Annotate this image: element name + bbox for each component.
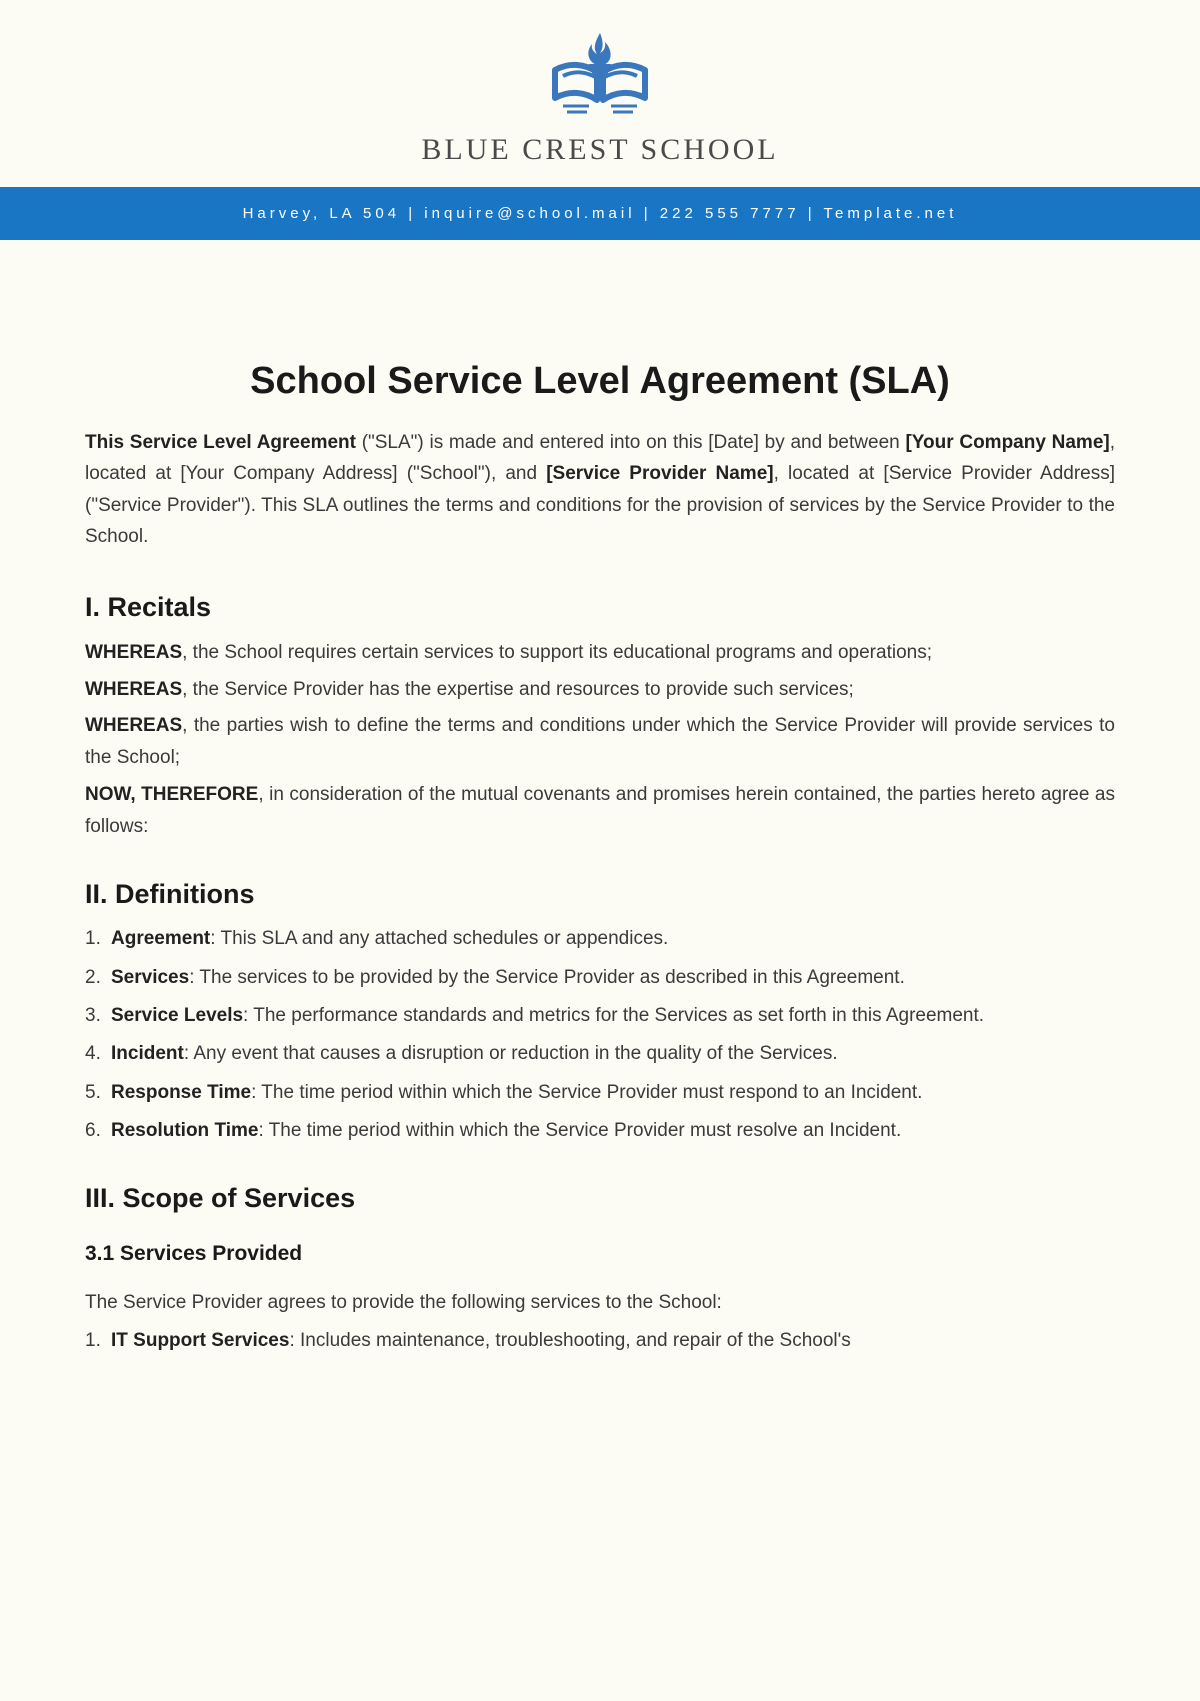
section-scope-heading: III. Scope of Services <box>85 1183 1115 1214</box>
definition-term: Response Time <box>111 1082 251 1103</box>
definition-text: : The time period within which the Servi… <box>251 1082 922 1103</box>
definitions-list: Agreement: This SLA and any attached sch… <box>85 924 1115 1146</box>
definition-term: Resolution Time <box>111 1120 258 1141</box>
contact-line: Harvey, LA 504 | inquire@school.mail | 2… <box>243 205 958 222</box>
definition-text: : This SLA and any attached schedules or… <box>210 928 668 949</box>
definition-text: : The services to be provided by the Ser… <box>189 967 905 988</box>
recital-bold: WHEREAS <box>85 679 182 700</box>
section-recitals-heading: I. Recitals <box>85 592 1115 623</box>
recital-bold: WHEREAS <box>85 642 182 663</box>
definition-text: : The time period within which the Servi… <box>258 1120 901 1141</box>
recital-text: , the School requires certain services t… <box>182 642 932 663</box>
intro-lead-rest: ("SLA") is made and entered into on this… <box>356 432 905 453</box>
intro-provider-bold: [Service Provider Name] <box>546 463 773 484</box>
definition-text: : The performance standards and metrics … <box>243 1005 984 1026</box>
header-logo-area: BLUE CREST SCHOOL <box>0 0 1200 187</box>
definition-term: Service Levels <box>111 1005 243 1026</box>
school-logo-icon <box>535 30 665 125</box>
definition-text: : Any event that causes a disruption or … <box>184 1043 838 1064</box>
document-title: School Service Level Agreement (SLA) <box>85 360 1115 403</box>
definition-item: Service Levels: The performance standard… <box>85 1001 1115 1031</box>
scope-term: IT Support Services <box>111 1330 289 1351</box>
scope-list: IT Support Services: Includes maintenanc… <box>85 1326 1115 1356</box>
definition-term: Incident <box>111 1043 184 1064</box>
definition-term: Services <box>111 967 189 988</box>
definition-item: Incident: Any event that causes a disrup… <box>85 1039 1115 1069</box>
intro-company-bold: [Your Company Name] <box>905 432 1109 453</box>
intro-paragraph: This Service Level Agreement ("SLA") is … <box>85 427 1115 552</box>
definition-item: Response Time: The time period within wh… <box>85 1078 1115 1108</box>
document-content: School Service Level Agreement (SLA) Thi… <box>0 240 1200 1404</box>
recital-item: WHEREAS, the School requires certain ser… <box>85 637 1115 669</box>
header-contact-bar: Harvey, LA 504 | inquire@school.mail | 2… <box>0 187 1200 240</box>
recital-text: , the parties wish to define the terms a… <box>85 715 1115 768</box>
section-definitions-heading: II. Definitions <box>85 879 1115 910</box>
recital-bold: WHEREAS <box>85 715 182 736</box>
definition-term: Agreement <box>111 928 210 949</box>
school-name: BLUE CREST SCHOOL <box>0 133 1200 167</box>
intro-lead-bold: This Service Level Agreement <box>85 432 356 453</box>
recital-item: NOW, THEREFORE, in consideration of the … <box>85 779 1115 844</box>
definition-item: Agreement: This SLA and any attached sch… <box>85 924 1115 954</box>
recital-bold: NOW, THEREFORE <box>85 784 258 805</box>
recital-item: WHEREAS, the parties wish to define the … <box>85 710 1115 775</box>
recital-item: WHEREAS, the Service Provider has the ex… <box>85 674 1115 706</box>
recital-text: , the Service Provider has the expertise… <box>182 679 854 700</box>
scope-item: IT Support Services: Includes maintenanc… <box>85 1326 1115 1356</box>
definition-item: Services: The services to be provided by… <box>85 963 1115 993</box>
scope-text: : Includes maintenance, troubleshooting,… <box>289 1330 850 1351</box>
subsection-services-provided: 3.1 Services Provided <box>85 1242 1115 1266</box>
definition-item: Resolution Time: The time period within … <box>85 1116 1115 1146</box>
scope-lead: The Service Provider agrees to provide t… <box>85 1288 1115 1318</box>
